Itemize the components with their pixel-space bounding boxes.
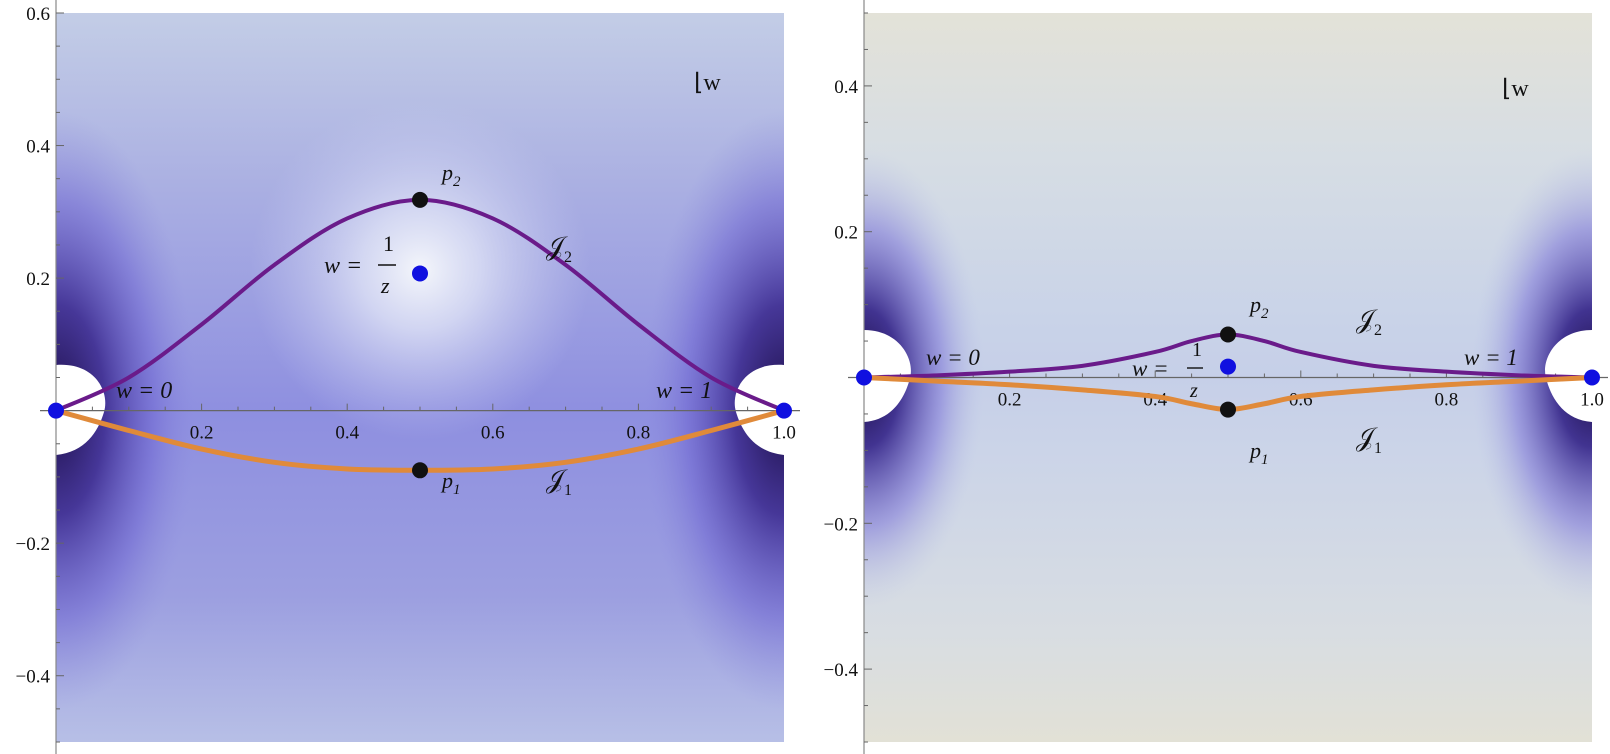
left-point-w-0	[48, 402, 64, 419]
left-wz-lhs: w =	[324, 253, 362, 279]
left-x-tick-label: 0.4	[335, 423, 359, 444]
right-w0-label: w = 0	[926, 345, 980, 370]
right-w1-label: w = 1	[1464, 345, 1518, 370]
left-x-tick-label: 0.2	[190, 423, 214, 444]
left-wz-den: z	[380, 273, 390, 298]
right-y-tick-label: 0.2	[834, 223, 858, 244]
right-point-p1	[1220, 401, 1236, 418]
left-annotations: ⌊w p2 p1 𝒥2 𝒥1 w = 0 w = 1 w = 1 z	[116, 70, 721, 499]
right-wz-num: 1	[1192, 339, 1202, 361]
left-x-tick-label: 1.0	[772, 423, 796, 444]
left-y-tick-label: −0.2	[16, 534, 50, 555]
left-point-w-1-z	[412, 265, 428, 282]
left-x-tick-label: 0.6	[481, 423, 505, 444]
left-y-tick-label: −0.4	[16, 667, 51, 688]
left-p1-label: p1	[440, 468, 461, 498]
right-y-tick-label: −0.4	[824, 660, 859, 681]
right-point-p2	[1220, 326, 1236, 343]
left-point-p1	[412, 462, 428, 479]
right-wz-den: z	[1189, 380, 1198, 402]
left-point-w-1	[776, 402, 792, 419]
right-J2-label: 𝒥2	[1356, 305, 1382, 339]
left-point-p2	[412, 191, 428, 208]
right-x-tick-label: 1.0	[1580, 390, 1604, 411]
left-plot: 0.2 0.4 0.6 0.8 1.0 −0.4 −0.2 0.2 0.4 0.6	[16, 0, 800, 754]
right-point-w-1-z	[1220, 358, 1236, 375]
left-y-tick-label: 0.6	[26, 4, 50, 25]
left-corner-label: ⌊w	[694, 70, 721, 96]
right-p2-label: p2	[1248, 292, 1269, 322]
left-density-background	[56, 13, 784, 742]
right-point-w-1	[1584, 369, 1600, 386]
right-J1-label: 𝒥1	[1356, 423, 1382, 457]
left-J2-label: 𝒥2	[546, 232, 572, 266]
right-y-tick-label: −0.2	[824, 514, 858, 535]
right-p1-label: p1	[1248, 438, 1269, 468]
right-point-w-0	[856, 369, 872, 386]
right-x-tick-label: 0.2	[998, 390, 1022, 411]
left-p2-label: p2	[440, 160, 461, 190]
right-x-tick-label: 0.8	[1435, 390, 1459, 411]
left-wz-num: 1	[383, 231, 394, 256]
right-annotations: ⌊w p2 p1 𝒥2 𝒥1 w = 0 w = 1 w = 1 z	[926, 76, 1529, 468]
left-y-tick-label: 0.2	[26, 269, 50, 290]
right-corner-label: ⌊w	[1502, 76, 1529, 102]
right-plot: 0.2 0.4 0.6 0.8 1.0−0.4−0.20.20.4	[824, 0, 1608, 754]
left-y-tick-label: 0.4	[26, 137, 50, 158]
left-w0-label: w = 0	[116, 378, 172, 404]
right-y-tick-label: 0.4	[834, 77, 858, 98]
right-wz-lhs: w =	[1132, 356, 1169, 381]
left-x-tick-label: 0.8	[627, 423, 651, 444]
left-J1-label: 𝒥1	[546, 465, 572, 499]
left-w1-label: w = 1	[656, 378, 712, 404]
